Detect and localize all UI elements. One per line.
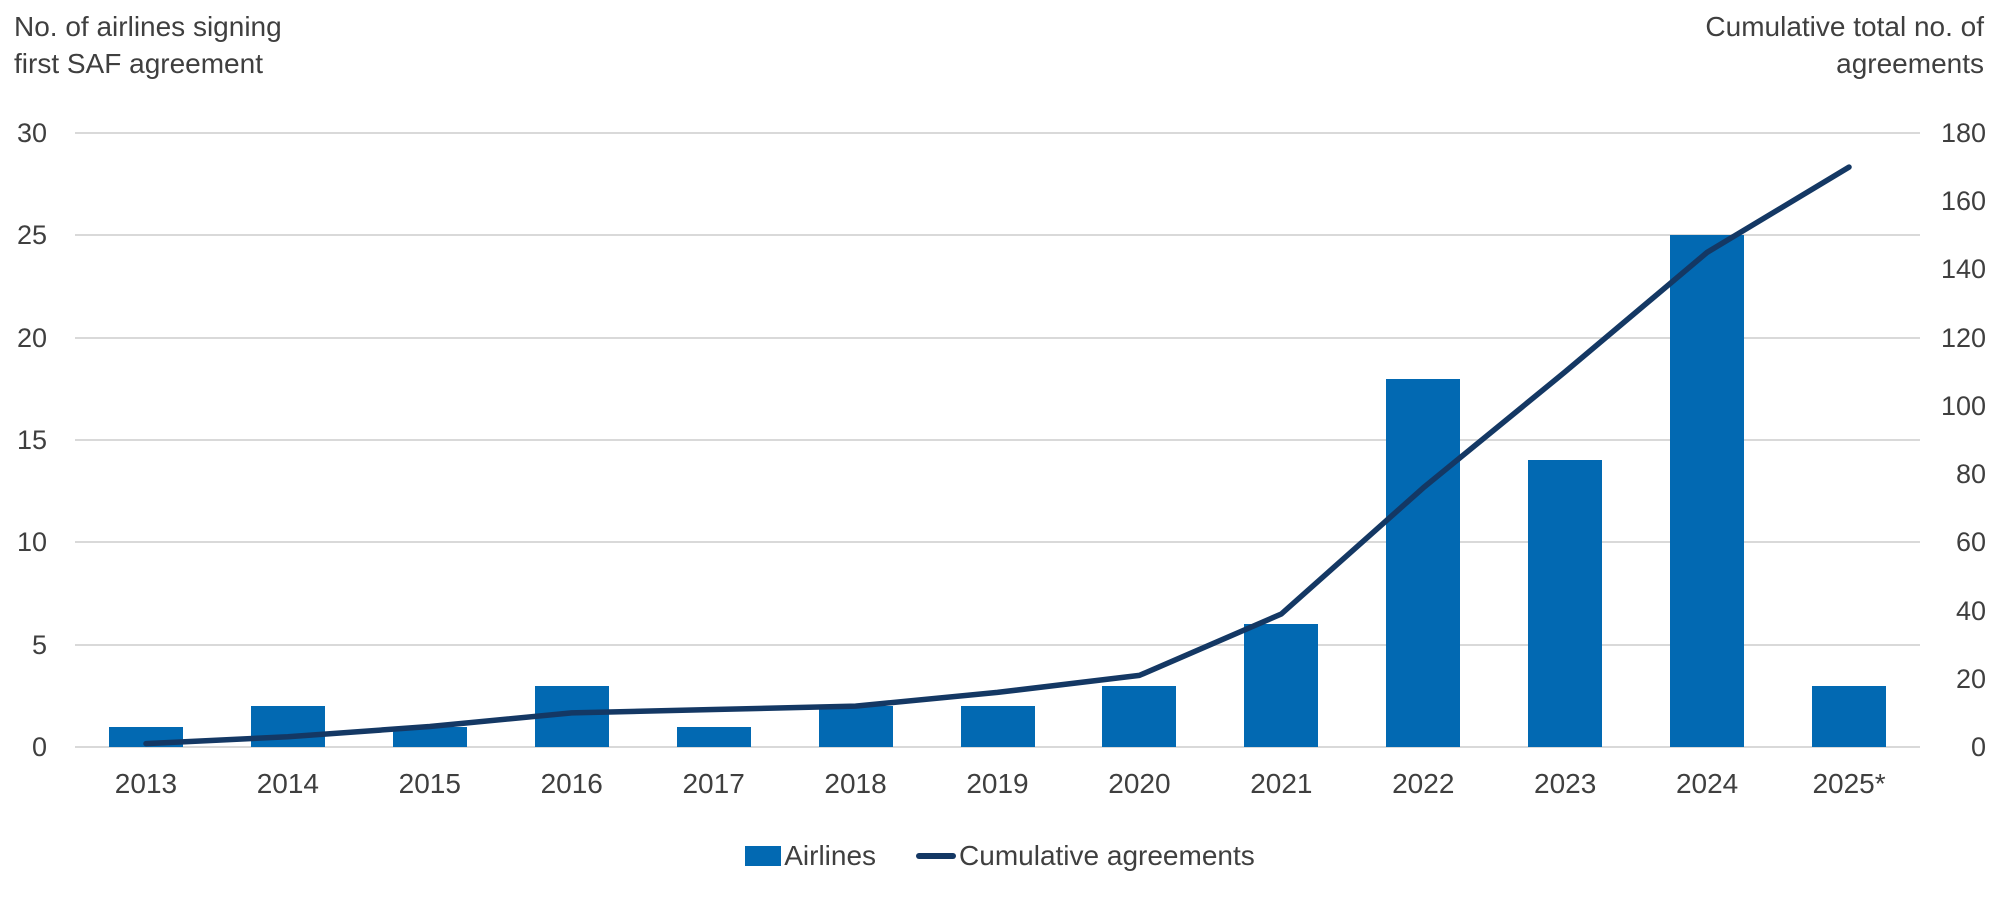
left-axis-tick-30: 30	[16, 118, 47, 148]
bar-2022	[1386, 378, 1461, 747]
bar-2023	[1528, 460, 1603, 747]
gridline-10	[75, 541, 1920, 544]
x-axis-label-2024: 2024	[1675, 768, 1739, 799]
left-axis-title-line2: first SAF agreement	[14, 48, 263, 79]
bar-2019	[960, 706, 1035, 747]
left-axis-tick-25: 25	[16, 220, 47, 251]
left-axis-tick-15: 15	[16, 425, 47, 455]
right-axis-tick-160: 160	[1940, 186, 1986, 217]
gridline-0	[75, 746, 1920, 748]
legend-item-airlines: Airlines	[745, 838, 876, 874]
x-axis-label-2018: 2018	[824, 768, 887, 799]
x-axis-label-2013: 2013	[114, 768, 178, 799]
gridline-25	[75, 234, 1920, 237]
right-axis-tick-100: 100	[1940, 390, 1986, 421]
gridline-20	[75, 336, 1920, 339]
legend-bar-swatch	[745, 846, 782, 866]
gridline-15	[75, 439, 1920, 441]
legend-line-swatch	[916, 853, 957, 859]
bar-2018	[818, 706, 893, 747]
x-axis-label-2019: 2019	[966, 768, 1029, 799]
legend-item-cumulative: Cumulative agreements	[916, 838, 1255, 874]
x-axis-label-2023: 2023	[1534, 768, 1597, 799]
gridline-30	[75, 132, 1920, 134]
gridline-5	[75, 643, 1920, 646]
x-axis-label-2017: 2017	[682, 768, 745, 799]
bar-2024	[1670, 235, 1745, 747]
plot-area	[75, 132, 1920, 748]
cumulative-agreements-line	[143, 164, 1852, 747]
right-axis-tick-120: 120	[1940, 322, 1986, 353]
bar-2020	[1102, 685, 1177, 747]
x-axis-label-2020: 2020	[1108, 768, 1171, 799]
bar-2025*	[1812, 685, 1887, 747]
right-axis-title-line2: agreements	[1836, 48, 1984, 79]
left-axis-tick-5: 5	[31, 629, 47, 660]
left-axis-title-line1: No. of airlines signing	[14, 11, 282, 42]
bar-2017	[676, 726, 751, 747]
left-axis-tick-0: 0	[31, 732, 47, 762]
right-axis-tick-180: 180	[1940, 118, 1986, 148]
left-axis-title: No. of airlines signing first SAF agreem…	[14, 8, 282, 82]
x-axis-label-2015: 2015	[398, 768, 461, 799]
x-axis-label-2022: 2022	[1392, 768, 1455, 799]
right-axis-tick-140: 140	[1940, 254, 1986, 285]
x-axis-label-2025*: 2025*	[1812, 768, 1886, 799]
bar-2015	[392, 726, 467, 747]
legend: Airlines Cumulative agreements	[0, 838, 2000, 874]
x-axis-label-2016: 2016	[540, 768, 603, 799]
x-axis-label-2021: 2021	[1250, 768, 1313, 799]
right-axis-tick-40: 40	[1955, 595, 1986, 626]
cumulative-line-layer	[143, 164, 1852, 747]
right-axis-tick-80: 80	[1955, 459, 1986, 490]
bar-2021	[1244, 624, 1319, 747]
right-axis-tick-60: 60	[1955, 527, 1986, 558]
legend-cumulative-label: Cumulative agreements	[959, 840, 1255, 871]
right-axis-tick-0: 0	[1970, 732, 1986, 762]
right-axis-title: Cumulative total no. of agreements	[1705, 8, 1984, 82]
x-axis-label-2014: 2014	[256, 768, 320, 799]
right-axis-title-line1: Cumulative total no. of	[1705, 11, 1984, 42]
left-axis-tick-20: 20	[16, 322, 47, 353]
legend-airlines-label: Airlines	[784, 840, 877, 871]
left-axis-tick-10: 10	[16, 527, 47, 558]
right-axis-tick-20: 20	[1955, 663, 1986, 694]
